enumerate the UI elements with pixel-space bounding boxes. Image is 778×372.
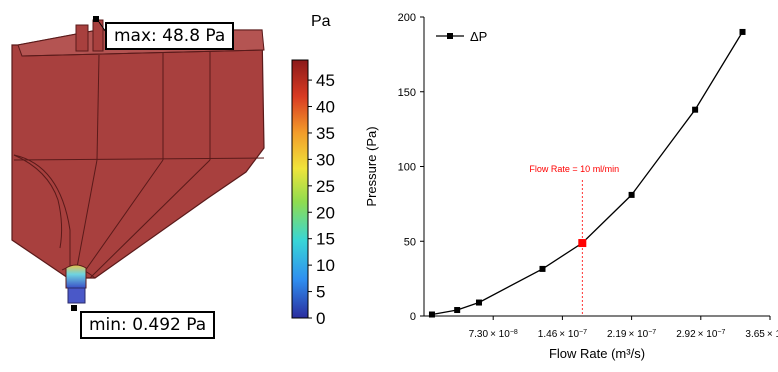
data-point	[539, 265, 546, 272]
colorbar-tick-label: 30	[316, 150, 335, 169]
x-tick-label: 2.19 × 10−7	[607, 329, 656, 341]
data-point	[428, 311, 435, 318]
colorbar: 0 5 10 15 20 25 30 35 40 45 Pa	[291, 13, 335, 328]
chart-ticks: 0 50 100 150 200 7.30 × 10−8 1.46 × 10−7 2.19 × 10…	[398, 12, 778, 340]
colorbar-tick-label: 40	[316, 98, 335, 117]
legend-label: ΔP	[470, 29, 487, 44]
colorbar-tick-label: 35	[316, 124, 335, 143]
inlet-tube-right	[92, 19, 104, 52]
x-tick-label: 2.92 × 10−7	[676, 329, 725, 341]
colorbar-strip	[291, 59, 309, 319]
colorbar-tick-label: 25	[316, 177, 335, 196]
x-tick-label: 3.65× 10−7	[745, 329, 778, 341]
data-point	[628, 191, 635, 198]
series-line-dp	[431, 31, 744, 316]
colorbar-tick-label: 45	[316, 71, 335, 90]
simulation-panel: 0 5 10 15 20 25 30 35 40 45 Pa max: 48.8 Pa min: …	[0, 0, 360, 367]
max-callout: max: 48.8 Pa	[105, 22, 235, 50]
y-tick-label: 200	[398, 12, 416, 24]
min-callout: min: 0.492 Pa	[80, 311, 216, 339]
y-tick-label: 50	[404, 236, 416, 248]
highlight-label: Flow Rate = 10 ml/min	[529, 164, 619, 174]
pressure-flow-chart: 0 50 100 150 200 7.30 × 10−8 1.46 × 10−7 2.19 × 10…	[364, 12, 778, 361]
pressure-contour-model: 0 5 10 15 20 25 30 35 40 45 Pa	[11, 13, 335, 328]
chart-legend: ΔP	[436, 29, 487, 44]
y-tick-label: 0	[410, 311, 416, 323]
colorbar-tick-label: 15	[316, 230, 335, 249]
max-marker	[93, 16, 99, 22]
highlight-point	[578, 239, 587, 248]
data-point	[475, 299, 482, 306]
colorbar-tick-label: 10	[316, 256, 335, 275]
data-point	[454, 307, 461, 314]
chart-panel: 0 50 100 150 200 7.30 × 10−8 1.46 × 10−7 2.19 × 10…	[360, 0, 778, 367]
inlet-tube-left	[75, 24, 89, 52]
colorbar-tick-label: 0	[316, 309, 325, 328]
data-point	[692, 106, 699, 113]
colorbar-tick-label: 5	[316, 283, 325, 302]
colorbar-tick-label: 20	[316, 203, 335, 222]
chart-series	[428, 28, 746, 318]
y-tick-label: 150	[398, 87, 416, 99]
colorbar-unit: Pa	[311, 13, 331, 30]
min-marker	[71, 305, 77, 311]
body-outline	[11, 29, 265, 279]
x-tick-label: 7.30 × 10−8	[469, 329, 518, 341]
y-tick-label: 100	[398, 162, 416, 174]
x-tick-label: 1.46 × 10−7	[538, 329, 587, 341]
y-axis-label: Pressure (Pa)	[364, 126, 379, 206]
x-axis-label: Flow Rate (m³/s)	[549, 346, 645, 361]
device-body	[11, 16, 265, 311]
data-point	[739, 28, 746, 35]
legend-marker	[447, 33, 453, 39]
outlet-nozzle	[65, 264, 87, 289]
chart-highlight: Flow Rate = 10 ml/min	[529, 164, 619, 316]
